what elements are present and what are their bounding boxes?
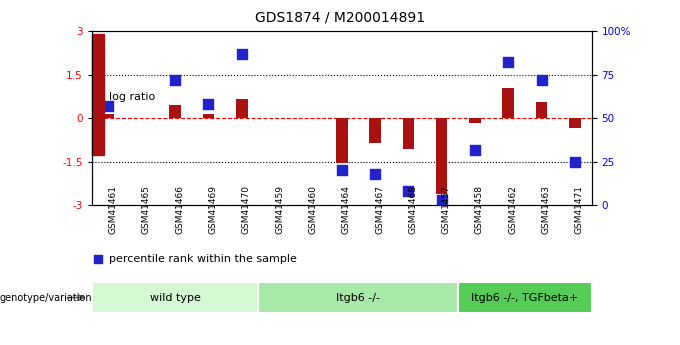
Text: GDS1874 / M200014891: GDS1874 / M200014891	[255, 10, 425, 24]
Bar	[236, 99, 248, 118]
Text: GSM41469: GSM41469	[208, 185, 218, 234]
Text: Itgb6 -/-, TGFbeta+: Itgb6 -/-, TGFbeta+	[471, 293, 579, 303]
Bar	[258, 282, 458, 313]
Point	[403, 189, 413, 194]
Text: GSM41470: GSM41470	[242, 185, 251, 234]
Text: GSM41461: GSM41461	[109, 185, 118, 234]
Bar	[336, 118, 347, 163]
Text: GSM41463: GSM41463	[541, 185, 551, 234]
Point	[503, 60, 514, 65]
Point	[170, 77, 181, 82]
Bar	[503, 88, 514, 118]
Point	[237, 51, 248, 57]
Bar	[369, 118, 381, 143]
Text: GSM41466: GSM41466	[175, 185, 184, 234]
Text: percentile rank within the sample: percentile rank within the sample	[109, 254, 296, 264]
Point	[570, 159, 581, 165]
Text: GSM41459: GSM41459	[275, 185, 284, 234]
Text: GSM41465: GSM41465	[141, 185, 151, 234]
Point	[469, 147, 480, 152]
Bar	[436, 118, 447, 194]
Text: GSM41457: GSM41457	[442, 185, 451, 234]
Bar	[92, 282, 258, 313]
Bar	[203, 114, 214, 118]
Text: GSM41462: GSM41462	[509, 185, 517, 234]
Bar	[458, 282, 592, 313]
Point	[370, 171, 381, 177]
Bar	[92, 34, 104, 155]
Text: wild type: wild type	[150, 293, 201, 303]
Bar	[536, 102, 547, 118]
Point	[203, 101, 214, 107]
Text: Itgb6 -/-: Itgb6 -/-	[337, 293, 380, 303]
Bar	[169, 105, 181, 118]
Point	[103, 103, 114, 109]
Point	[337, 168, 347, 173]
Bar	[569, 118, 581, 128]
Point	[536, 77, 547, 82]
Text: GSM41464: GSM41464	[342, 185, 351, 234]
Point	[437, 197, 447, 203]
Text: GSM41460: GSM41460	[309, 185, 318, 234]
Text: log ratio: log ratio	[109, 92, 155, 101]
Bar	[403, 118, 414, 149]
Text: GSM41468: GSM41468	[408, 185, 418, 234]
Bar	[469, 118, 481, 124]
Text: GSM41471: GSM41471	[575, 185, 584, 234]
Text: genotype/variation: genotype/variation	[0, 293, 92, 303]
Text: GSM41458: GSM41458	[475, 185, 484, 234]
Text: GSM41467: GSM41467	[375, 185, 384, 234]
Bar	[103, 114, 114, 118]
